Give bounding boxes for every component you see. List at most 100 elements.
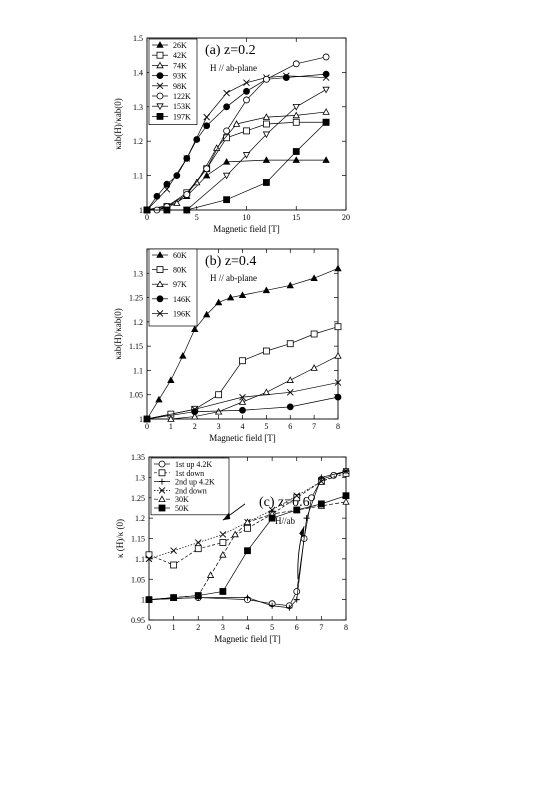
chart-panel-a: 0 5 10 15 20 1 1.1 1.2 1.3 1.4 1.5 Magnetic field [… <box>113 34 350 234</box>
data-point <box>194 592 202 599</box>
data-point <box>145 555 153 563</box>
data-point <box>292 111 300 119</box>
x-tick-label: 1 <box>169 422 173 431</box>
y-tick-label: 1.05 <box>129 391 143 400</box>
x-tick-label: 6 <box>288 422 292 431</box>
legend-label: 196K <box>173 309 191 318</box>
data-point <box>286 388 294 396</box>
y-tick-label: 1.25 <box>131 494 145 503</box>
data-point <box>262 75 270 83</box>
legend-label: 122K <box>173 92 191 101</box>
data-point <box>203 122 211 130</box>
legend-label: 60K <box>173 251 187 260</box>
x-tick-label: 3 <box>221 623 225 632</box>
data-point <box>222 172 231 180</box>
series-line <box>146 111 327 211</box>
data-point <box>153 192 161 200</box>
data-point <box>143 206 151 214</box>
data-point <box>310 330 318 338</box>
down-sweep-arrowhead <box>222 512 231 521</box>
series-197K: 197K <box>143 112 330 214</box>
y-tick-label: 1.1 <box>133 172 143 181</box>
x-tick-label: 5 <box>195 213 199 222</box>
data-point <box>262 156 271 163</box>
data-point <box>243 518 252 525</box>
legend-marker <box>156 251 164 258</box>
y-tick-label: 1.3 <box>133 269 143 278</box>
data-point <box>293 494 301 502</box>
series-146K: 146K <box>143 295 342 423</box>
data-point <box>219 550 227 558</box>
data-point <box>167 415 175 422</box>
legend-label: 1st up 4.2K <box>175 460 212 469</box>
legend-marker <box>156 103 164 111</box>
data-point <box>214 298 223 306</box>
data-point <box>239 357 246 365</box>
data-point <box>194 539 202 546</box>
data-point <box>183 206 191 214</box>
data-point <box>203 165 211 173</box>
x-tick-label: 7 <box>312 422 316 431</box>
x-tick-label: 1 <box>172 623 176 632</box>
series-line <box>146 326 339 420</box>
series-line <box>146 121 327 211</box>
y-axis-label: κab(H)/κab(0) <box>113 308 123 360</box>
legend-label: 42K <box>173 51 187 60</box>
data-point <box>242 152 251 159</box>
data-point <box>231 530 239 538</box>
data-point <box>239 406 246 414</box>
data-point <box>262 286 271 294</box>
legend-marker <box>156 280 164 288</box>
data-point <box>223 103 231 111</box>
y-tick-label: 1.2 <box>133 137 143 146</box>
data-point <box>243 87 250 95</box>
legend-marker <box>158 469 166 477</box>
y-tick-label: 1.15 <box>131 535 145 544</box>
series-80K: 80K <box>143 266 342 423</box>
data-point <box>310 274 318 281</box>
y-tick-label: 1.15 <box>129 342 143 351</box>
legend-marker <box>158 495 166 503</box>
data-point <box>268 506 276 514</box>
legend-label: 146K <box>173 295 191 304</box>
data-point <box>167 376 175 383</box>
data-point <box>292 104 300 111</box>
x-tick-label: 7 <box>319 623 323 632</box>
legend-marker <box>158 460 166 468</box>
data-point <box>145 551 153 559</box>
x-tick-label: 0 <box>145 213 149 222</box>
data-point <box>293 492 301 500</box>
data-point <box>308 494 315 502</box>
y-tick-label: 1.1 <box>135 555 145 564</box>
data-point <box>155 395 163 403</box>
data-point <box>173 199 181 206</box>
series-196K: 196K <box>143 309 342 423</box>
data-point <box>318 478 325 485</box>
data-point <box>223 127 231 135</box>
panel-title: (a) z=0.2 <box>205 43 256 58</box>
y-tick-label: 1.1 <box>133 366 143 375</box>
data-point <box>286 281 294 289</box>
legend-marker <box>156 72 164 79</box>
series-50K: 50K <box>145 492 350 604</box>
x-axis-label: Magnetic field [T] <box>214 634 280 644</box>
legend-label: 98K <box>173 82 187 91</box>
data-point <box>243 96 250 104</box>
chart-panel-c: 0 1 2 3 4 5 6 7 8 0.95 1 1.05 1.1 1.15 1.2 1.25 1.3 1.35 M… <box>115 453 350 644</box>
y-tick-label: 1 <box>141 596 145 605</box>
data-point <box>334 352 342 359</box>
data-point <box>170 594 178 601</box>
x-tick-label: 3 <box>217 422 221 431</box>
data-point <box>286 340 294 348</box>
legend-marker <box>159 478 165 485</box>
x-tick-label: 8 <box>344 623 348 632</box>
data-point <box>238 291 247 298</box>
x-tick-label: 5 <box>264 422 268 431</box>
y-tick-label: 1.3 <box>133 103 143 112</box>
data-point <box>322 156 330 163</box>
data-point <box>334 379 342 386</box>
legend-marker <box>156 92 164 100</box>
y-tick-label: 1.5 <box>133 34 143 43</box>
x-tick-label: 2 <box>196 623 200 632</box>
panel-title: (c) z=0.6 <box>259 495 310 510</box>
